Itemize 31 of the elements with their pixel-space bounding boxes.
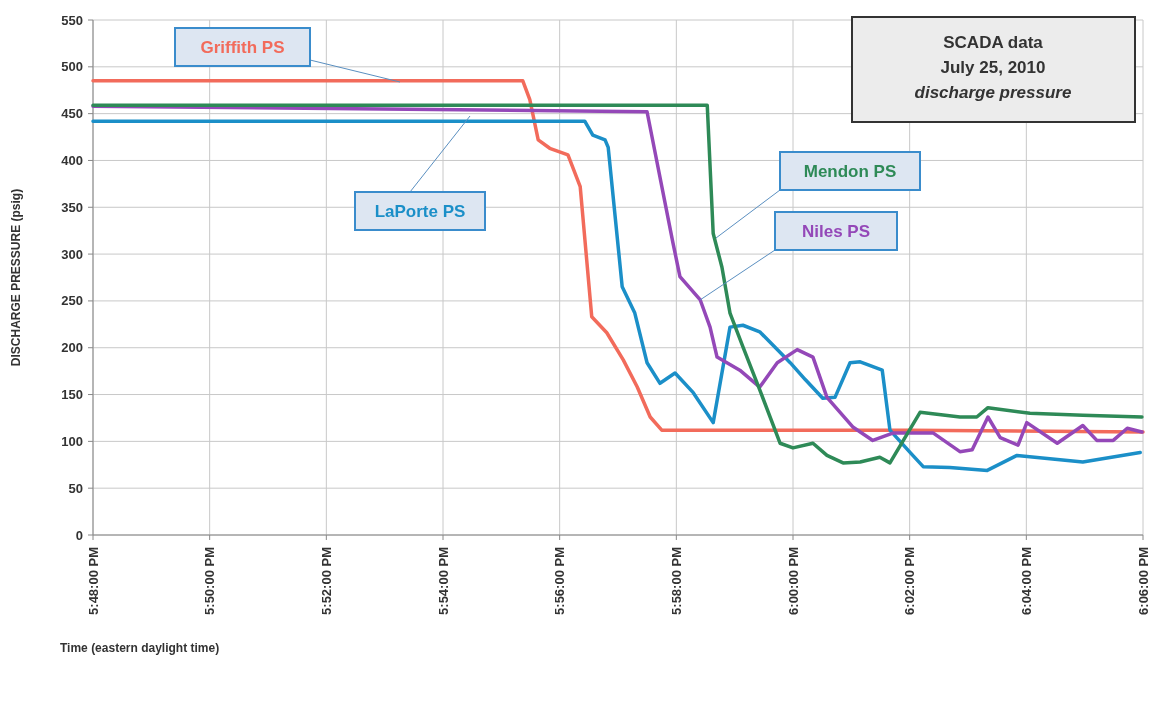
x-tick-label: 5:48:00 PM <box>85 547 101 615</box>
x-axis-title: Time (eastern daylight time) <box>60 641 220 655</box>
x-tick-label: 6:02:00 PM <box>902 547 918 615</box>
text: LaPorte PS <box>374 201 466 221</box>
x-tick-label: 6:06:00 PM <box>1135 547 1151 615</box>
y-tick-label: 450 <box>61 106 83 122</box>
x-tick-label: 6:04:00 PM <box>1018 547 1034 615</box>
series-label: Griffith PS <box>200 37 285 57</box>
y-tick-label: 550 <box>61 12 83 28</box>
y-tick-label: 200 <box>61 340 83 356</box>
y-axis-title: DISCHARGE PRESSURE (psig) <box>9 188 23 367</box>
y-tick-label: 50 <box>68 480 83 496</box>
annotation: discharge pressure <box>914 83 1072 102</box>
y-tick-label: 250 <box>61 293 83 309</box>
x-tick-label: 5:56:00 PM <box>552 547 568 615</box>
text: SCADA data <box>943 33 1044 52</box>
x-tick-label: 5:52:00 PM <box>318 547 334 615</box>
x-tick-label: 5:50:00 PM <box>202 547 218 615</box>
y-tick-label: 300 <box>61 246 83 262</box>
text: July 25, 2010 <box>940 58 1046 77</box>
y-tick-label: 0 <box>75 527 83 543</box>
y-tick-label: 400 <box>61 153 83 168</box>
y-tick-label: 350 <box>61 199 83 215</box>
y-tick-label: 500 <box>61 59 83 75</box>
text: Niles PS <box>801 221 871 241</box>
y-tick-label: 150 <box>61 387 83 403</box>
x-tick-label: 6:00:00 PM <box>785 547 801 615</box>
text: Mendon PS <box>803 161 897 181</box>
x-tick-label: 5:58:00 PM <box>668 547 684 615</box>
y-tick-label: 100 <box>61 433 83 449</box>
x-tick-label: 5:54:00 PM <box>435 547 451 615</box>
